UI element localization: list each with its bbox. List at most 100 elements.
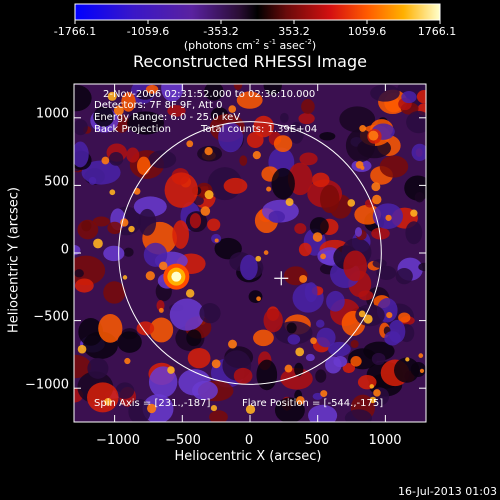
- image-hotspot: [211, 359, 221, 369]
- image-hotspot: [360, 165, 365, 170]
- image-blob: [74, 278, 94, 293]
- image-blob: [326, 290, 345, 312]
- image-hotspot: [285, 198, 294, 207]
- image-blob: [263, 84, 282, 95]
- colorbar-tick-label: -353.2: [203, 25, 239, 38]
- image-hotspot: [312, 232, 323, 242]
- image-blob: [398, 312, 411, 323]
- image-hotspot: [347, 199, 356, 207]
- colorbar-tick-label: 1766.1: [417, 25, 457, 38]
- image-hotspot: [158, 307, 164, 313]
- image-blob: [311, 172, 330, 188]
- image-hotspot: [101, 156, 110, 165]
- image-hotspot: [363, 314, 373, 324]
- image-blob: [148, 150, 177, 169]
- x-tick-label: 0: [244, 433, 254, 448]
- image-hotspot: [113, 105, 124, 116]
- image-blob: [137, 156, 151, 175]
- image-blob: [316, 327, 336, 348]
- colorbar-tick-label: -1766.1: [53, 25, 97, 38]
- image-blob: [333, 356, 348, 368]
- image-hotspot: [109, 189, 116, 196]
- image-hotspot: [299, 274, 308, 283]
- image-blob: [87, 382, 119, 413]
- image-hotspot: [359, 124, 367, 132]
- image-blob: [236, 91, 263, 109]
- image-blob: [161, 84, 184, 102]
- y-tick-label: 0: [60, 242, 69, 258]
- image-blob: [136, 321, 155, 336]
- image-hotspot: [214, 238, 219, 243]
- image-hotspot: [386, 311, 393, 319]
- image-blob: [98, 313, 123, 343]
- image-blob: [305, 353, 315, 362]
- image-hotspot: [358, 310, 366, 318]
- image-blob: [263, 308, 283, 333]
- image-blob: [92, 216, 110, 227]
- image-hotspot: [266, 186, 272, 192]
- image-blob: [416, 90, 426, 104]
- image-blob: [74, 84, 92, 112]
- image-blob: [218, 122, 244, 153]
- image-hotspot: [204, 190, 214, 200]
- image-hotspot: [295, 347, 305, 357]
- image-hotspot: [228, 339, 237, 349]
- image-hotspot: [373, 389, 381, 397]
- y-axis-label: Heliocentric Y (arcsec): [6, 187, 22, 333]
- image-blob: [343, 250, 368, 282]
- image-blob: [233, 84, 243, 91]
- image-blob: [286, 322, 297, 334]
- image-hotspot: [204, 147, 213, 156]
- image-hotspot: [320, 253, 326, 260]
- colorbar: [74, 3, 441, 21]
- image-blob: [148, 366, 178, 398]
- image-blob: [315, 319, 325, 328]
- image-blob: [149, 317, 174, 343]
- y-tick-label: 1000: [35, 106, 69, 122]
- image-blob: [304, 282, 318, 303]
- image-blob: [74, 269, 84, 278]
- image-blob: [268, 210, 286, 223]
- image-hotspot: [104, 398, 112, 406]
- image-blob: [88, 176, 97, 185]
- image-blob: [189, 213, 202, 229]
- image-hotspot: [128, 225, 135, 233]
- image-hotspot: [185, 289, 195, 298]
- image-blob: [410, 361, 426, 377]
- image-blob: [248, 290, 263, 303]
- x-tick-label: −500: [165, 433, 201, 448]
- image-blob: [204, 84, 224, 101]
- image-blob: [233, 367, 253, 384]
- detectors-label: Detectors: 7F 8F 9F, Att 0: [94, 100, 223, 111]
- image-blob: [384, 331, 401, 346]
- colorbar-tick-label: -1059.6: [126, 25, 170, 38]
- image-hotspot: [124, 357, 131, 365]
- image-hotspot: [77, 344, 87, 354]
- image-blob: [143, 242, 168, 267]
- image-hotspot: [371, 182, 381, 192]
- image-blob: [253, 329, 274, 347]
- x-tick-label: −1000: [96, 433, 140, 448]
- time-range-label: 2-Nov-2006 02:31:52.000 to 02:36:10.000: [103, 89, 316, 100]
- method-label: Back Projection: [94, 124, 171, 135]
- image-hotspot: [255, 255, 262, 262]
- image-hotspot: [284, 364, 293, 373]
- image-blob: [319, 184, 340, 214]
- image-blob: [128, 398, 151, 422]
- solar-limb: [118, 121, 382, 385]
- image-blob: [87, 357, 109, 379]
- y-tick-label: 500: [44, 174, 69, 190]
- colorbar-ticks: [74, 20, 441, 24]
- image-hotspot: [167, 366, 175, 374]
- image-hotspot: [320, 390, 328, 398]
- image-blob: [74, 141, 89, 168]
- image-hotspot: [122, 275, 128, 280]
- image-blob: [145, 84, 159, 94]
- image-blob: [117, 331, 142, 353]
- image-blob: [350, 356, 362, 367]
- image-blob: [301, 99, 315, 114]
- y-tick-label: −1000: [25, 377, 69, 393]
- image-blob: [239, 155, 248, 166]
- image-hotspot: [418, 353, 424, 358]
- image-blob: [298, 242, 312, 257]
